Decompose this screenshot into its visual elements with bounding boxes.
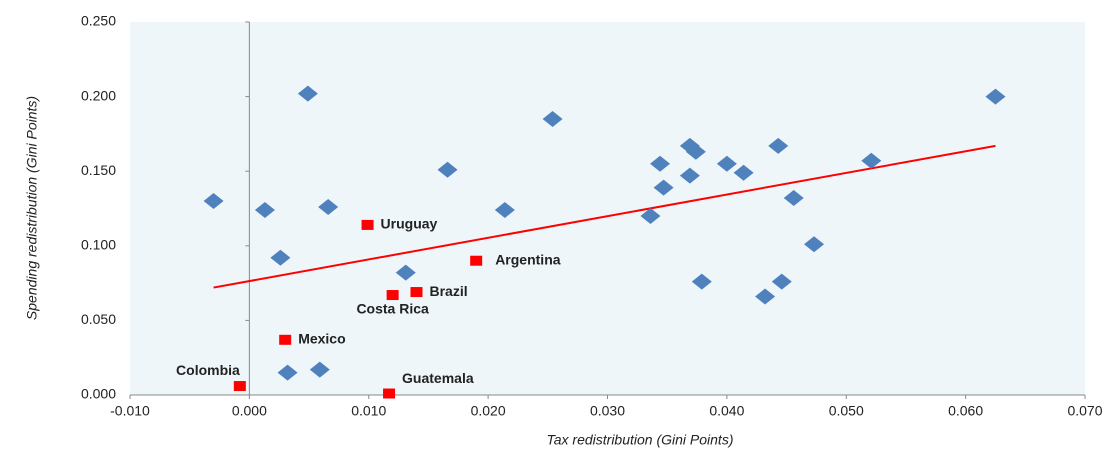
y-tick-label: 0.250 [81,13,116,29]
x-tick-label: 0.070 [1067,403,1102,419]
x-tick-label: 0.010 [351,403,386,419]
y-tick-label: 0.100 [81,237,116,253]
point-label: Costa Rica [356,301,429,317]
x-tick-label: 0.040 [709,403,744,419]
point [650,155,671,172]
point [542,110,563,127]
x-tick-label: 0.000 [232,403,267,419]
plot-area [130,22,1085,395]
labeled-point [386,290,399,301]
point [254,201,275,218]
point [277,364,298,381]
point [783,190,804,207]
point [318,199,339,216]
y-tick-label: 0.150 [81,162,116,178]
point [861,152,882,169]
point [685,143,706,160]
point [768,137,789,154]
point [679,167,700,184]
y-tick-label: 0.200 [81,87,116,103]
trend-line [213,144,996,289]
point-label: Argentina [495,251,561,267]
labeled-point [383,388,396,399]
point [716,155,737,172]
point-label: Colombia [176,362,240,378]
point [985,88,1006,105]
point [691,273,712,290]
labeled-point [279,334,292,345]
point [203,193,224,210]
point [755,288,776,305]
point [733,164,754,181]
point [494,201,515,218]
labeled-point [470,255,483,266]
x-tick-label: 0.030 [590,403,625,419]
point [771,273,792,290]
point-label: Guatemala [402,370,474,386]
point [395,264,416,281]
labeled-point [233,381,246,392]
x-tick-label: 0.060 [948,403,983,419]
x-tick-label: 0.050 [829,403,864,419]
x-tick-label: 0.020 [471,403,506,419]
y-axis-title: Spending redistribution (Gini Points) [24,96,40,320]
point [653,179,674,196]
point [804,236,825,253]
labeled-point [410,287,423,298]
point [309,361,330,378]
point [270,249,291,266]
x-axis-title: Tax redistribution (Gini Points) [546,432,733,448]
point-label: Mexico [298,330,345,346]
point [640,207,661,224]
labeled-point [361,219,374,230]
point [297,85,318,102]
point [437,161,458,178]
point-label: Brazil [430,283,468,299]
y-tick-label: 0.000 [81,386,116,402]
y-tick-label: 0.050 [81,311,116,327]
point-label: Uruguay [381,216,438,232]
x-tick-label: -0.010 [110,403,150,419]
